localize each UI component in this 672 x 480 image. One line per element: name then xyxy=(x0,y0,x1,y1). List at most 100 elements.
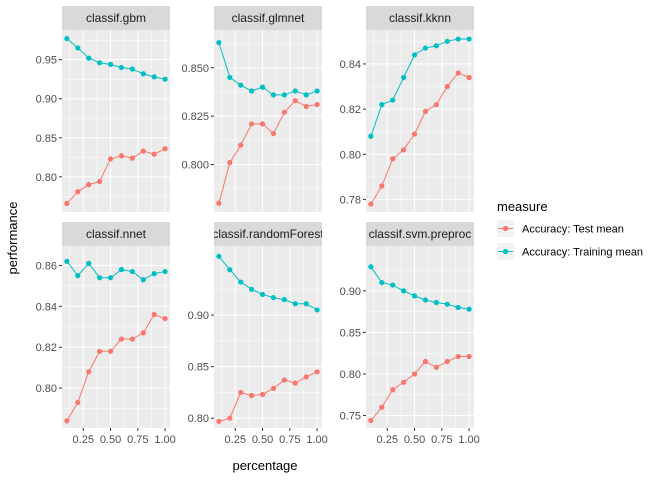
data-point xyxy=(140,71,146,77)
data-point xyxy=(303,103,309,110)
series-training-mean xyxy=(368,264,472,312)
data-point xyxy=(314,369,320,375)
series-line xyxy=(66,38,166,80)
x-tick-label: 0.25 xyxy=(225,434,246,446)
facet-strip xyxy=(214,222,322,246)
y-tick-label: 0.80 xyxy=(36,383,57,395)
data-point xyxy=(390,282,396,288)
data-point xyxy=(292,98,298,104)
data-point xyxy=(118,336,125,342)
y-tick-label: 0.75 xyxy=(340,411,361,423)
y-tick-label: 0.84 xyxy=(36,301,57,313)
data-point xyxy=(259,291,266,298)
series-line xyxy=(370,266,470,310)
panel-classif-kknn: classif.kknn 0.78 0.80 0.82 0.84 xyxy=(340,6,474,212)
y-tick-label: 0.90 xyxy=(340,286,361,298)
panel-background xyxy=(214,30,322,212)
data-point xyxy=(75,273,81,279)
data-point xyxy=(433,43,439,49)
data-point xyxy=(379,183,385,189)
x-tick-label: 0.50 xyxy=(404,434,425,446)
data-point xyxy=(162,315,168,322)
data-point xyxy=(281,92,287,98)
data-point xyxy=(466,353,472,360)
panel-classif-nnet: classif.nnet 0.80 0.82 0.84 0.86 0.25 0.50 0.75… xyxy=(36,222,176,446)
data-point xyxy=(466,306,472,312)
series-line xyxy=(218,371,318,422)
data-point xyxy=(227,415,233,421)
y-tick-label: 0.90 xyxy=(36,94,57,106)
gridlines xyxy=(366,246,474,428)
panel-background xyxy=(62,30,170,212)
y-tick-label: 0.85 xyxy=(188,362,209,374)
data-point xyxy=(162,268,168,275)
facet-strip-label: classif.nnet xyxy=(86,227,147,241)
data-point xyxy=(238,389,244,396)
data-point xyxy=(216,418,222,424)
y-tick-label: 0.82 xyxy=(340,104,361,116)
data-point xyxy=(270,294,277,301)
series-training-mean xyxy=(64,258,168,283)
y-tick-label: 0.90 xyxy=(188,310,209,322)
legend-label: Accuracy: Training mean xyxy=(522,247,643,259)
y-tick-label: 0.85 xyxy=(340,327,361,339)
data-point xyxy=(249,88,255,94)
gridlines xyxy=(214,30,322,212)
data-point xyxy=(390,156,396,162)
data-point xyxy=(444,38,450,44)
data-point xyxy=(216,200,222,206)
data-point xyxy=(107,156,114,162)
data-point xyxy=(379,102,385,108)
x-axis-title: percentage xyxy=(232,458,297,473)
data-point xyxy=(162,76,168,82)
y-tick-label: 0.85 xyxy=(36,133,57,145)
panel-classif-gbm: classif.gbm 0.80 0.85 0.90 0.95 xyxy=(36,6,170,212)
series-training-mean xyxy=(368,36,472,139)
facet-strip-label: classif.kknn xyxy=(389,11,451,25)
facet-strip-label: classif.gbm xyxy=(86,11,146,25)
panels-group: classif.gbm 0.80 0.85 0.90 0.95 classif.glmne… xyxy=(36,6,480,446)
data-point xyxy=(433,102,439,108)
series-test-mean xyxy=(216,98,320,206)
data-point xyxy=(97,60,103,66)
data-point xyxy=(151,151,157,157)
data-point xyxy=(216,253,222,259)
series-training-mean xyxy=(216,39,320,98)
data-point xyxy=(140,330,146,336)
panel-classif-glmnet: classif.glmnet 0.800 0.825 0.850 xyxy=(181,6,322,212)
data-point xyxy=(368,417,374,424)
data-point xyxy=(455,36,461,42)
data-point xyxy=(238,82,244,88)
series-line xyxy=(370,72,470,205)
data-point xyxy=(97,178,103,185)
data-point xyxy=(118,266,125,273)
data-point xyxy=(151,311,157,318)
data-point xyxy=(107,275,114,281)
data-point xyxy=(64,200,70,207)
data-point xyxy=(238,279,244,285)
data-point xyxy=(455,353,461,360)
series-test-mean xyxy=(368,70,472,207)
data-point xyxy=(368,264,374,270)
data-point xyxy=(314,307,320,313)
data-point xyxy=(107,348,114,354)
data-point xyxy=(433,364,439,370)
data-point xyxy=(401,147,407,153)
data-point xyxy=(303,301,309,307)
y-tick-label: 0.850 xyxy=(181,63,209,75)
y-axis-title: performance xyxy=(5,202,20,275)
data-point xyxy=(444,358,450,365)
data-point xyxy=(249,121,255,127)
data-point xyxy=(151,74,157,80)
data-point xyxy=(140,148,146,154)
data-point xyxy=(422,108,429,114)
data-point xyxy=(368,133,374,139)
series-line xyxy=(370,38,470,137)
series-line xyxy=(66,313,166,422)
data-point xyxy=(129,336,135,342)
panel-background xyxy=(214,246,322,428)
data-point xyxy=(292,380,298,386)
data-point xyxy=(411,371,418,377)
gridlines xyxy=(62,246,170,428)
data-point xyxy=(97,348,103,354)
